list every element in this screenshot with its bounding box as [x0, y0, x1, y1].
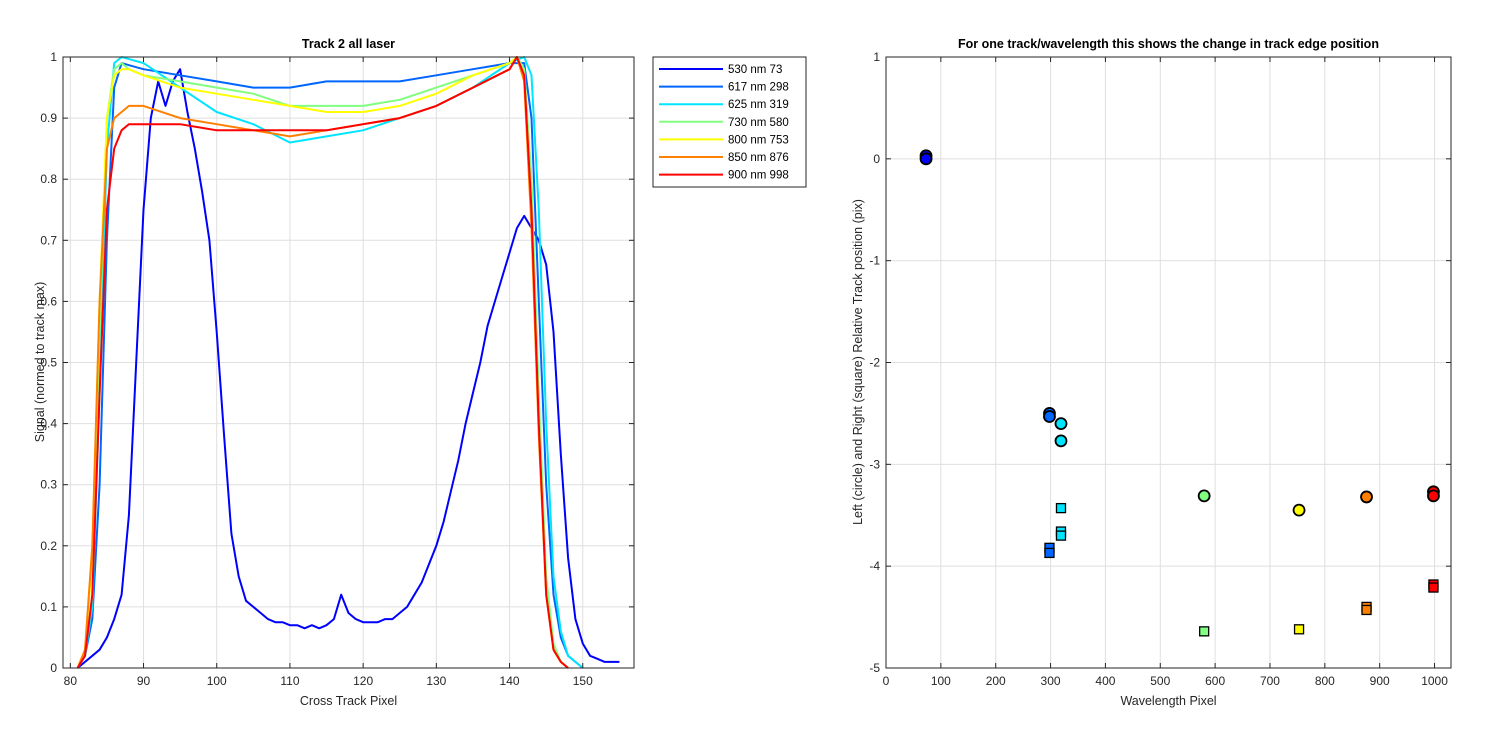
- left-ytick-label: 0.8: [40, 172, 57, 186]
- left-xtick-label: 80: [64, 674, 78, 688]
- legend-label-3: 730 nm 580: [728, 117, 789, 129]
- circle-point-4: [1054, 417, 1068, 431]
- square-point-8: [1361, 604, 1372, 616]
- legend-label-0: 530 nm 73: [728, 64, 782, 76]
- circle-point-1: [919, 152, 933, 166]
- right-ytick-label: 0: [873, 152, 880, 166]
- chart-right: 0 100 200 300 400 500 600 700 800 900 1000 -5 -4 -3 -2…: [851, 37, 1452, 708]
- legend-label-5: 850 nm 876: [728, 152, 789, 164]
- circle-point-10: [1427, 489, 1440, 503]
- circle-point-5: [1054, 434, 1068, 448]
- legend-label-6: 900 nm 998: [728, 170, 789, 182]
- right-xtick-label: 800: [1315, 674, 1335, 688]
- circle-point-6: [1197, 489, 1211, 503]
- circle-point-7: [1292, 503, 1306, 517]
- square-point-10: [1428, 582, 1439, 593]
- series-lines-left: [76, 56, 620, 669]
- left-ytick-label: 0.4: [40, 417, 57, 431]
- right-ytick-label: -5: [869, 661, 880, 675]
- ticks-right: 0 100 200 300 400 500 600 700 800 900 1000 -5 -4 -3 -2…: [869, 50, 1451, 688]
- x-axis-label-right: Wavelength Pixel: [1120, 694, 1216, 708]
- right-ytick-label: -3: [869, 457, 880, 471]
- right-xtick-label: 0: [883, 674, 890, 688]
- right-xtick-label: 200: [986, 674, 1006, 688]
- left-ytick-label: 0.9: [40, 111, 57, 125]
- left-xtick-label: 90: [137, 674, 151, 688]
- chart-title-right: For one track/wavelength this shows the …: [958, 37, 1379, 51]
- right-xtick-label: 700: [1260, 674, 1280, 688]
- y-axis-label-left: Signal (normed to track max): [33, 282, 47, 442]
- series-line-2: [76, 56, 584, 669]
- left-ytick-label: 0: [50, 661, 57, 675]
- right-ytick-label: -2: [869, 356, 880, 370]
- left-ytick-label: 0.1: [40, 600, 57, 614]
- right-ytick-label: -1: [869, 254, 880, 268]
- legend-items: 530 nm 73 617 nm 298 625 nm 319 730 nm 580 8…: [659, 64, 789, 182]
- right-ytick-label: -4: [869, 559, 880, 573]
- left-ytick-label: 0.5: [40, 356, 57, 370]
- square-point-2: [1055, 502, 1067, 514]
- left-xtick-label: 140: [500, 674, 520, 688]
- series-line-0: [76, 68, 620, 669]
- x-axis-label-left: Cross Track Pixel: [300, 694, 397, 708]
- left-ytick-label: 0.6: [40, 294, 57, 308]
- y-axis-label-right: Left (circle) and Right (square) Relativ…: [851, 199, 865, 525]
- legend: 530 nm 73 617 nm 298 625 nm 319 730 nm 580 8…: [652, 56, 807, 188]
- left-xtick-label: 130: [426, 674, 446, 688]
- right-xtick-label: 900: [1370, 674, 1390, 688]
- circle-point-3: [1043, 410, 1056, 423]
- legend-label-4: 800 nm 753: [728, 134, 789, 146]
- left-xtick-label: 120: [353, 674, 373, 688]
- legend-label-1: 617 nm 298: [728, 82, 789, 94]
- ticks-left: 80 90 100 110 120 130 140 150 0 0.1 0.2 0.3 0.4 0.5 0.…: [40, 50, 634, 688]
- left-ytick-label: 0.2: [40, 539, 57, 553]
- chart-left: 80 90 100 110 120 130 140 150 0 0.1 0.2 0.3 0.4 0.5 0.…: [33, 37, 807, 708]
- left-ytick-label: 0.7: [40, 233, 57, 247]
- series-line-6: [76, 56, 569, 669]
- right-ytick-label: 1: [873, 50, 880, 64]
- left-ytick-label: 1: [50, 50, 57, 64]
- left-xtick-label: 110: [280, 674, 299, 688]
- left-ytick-label: 0.3: [40, 478, 57, 492]
- right-xtick-label: 400: [1095, 674, 1115, 688]
- right-xtick-label: 500: [1150, 674, 1170, 688]
- left-xtick-label: 100: [207, 674, 227, 688]
- right-xtick-label: 1000: [1421, 674, 1448, 688]
- circle-point-8: [1360, 490, 1373, 504]
- scatter-points: [919, 149, 1440, 637]
- right-xtick-label: 600: [1205, 674, 1225, 688]
- right-xtick-label: 100: [931, 674, 951, 688]
- chart-title-left: Track 2 all laser: [302, 37, 395, 51]
- square-point-1: [1044, 547, 1055, 559]
- square-point-4: [1055, 530, 1067, 541]
- square-point-5: [1199, 626, 1210, 637]
- legend-label-2: 625 nm 319: [728, 99, 789, 111]
- square-point-6: [1293, 624, 1305, 635]
- left-xtick-label: 150: [573, 674, 593, 688]
- right-xtick-label: 300: [1041, 674, 1061, 688]
